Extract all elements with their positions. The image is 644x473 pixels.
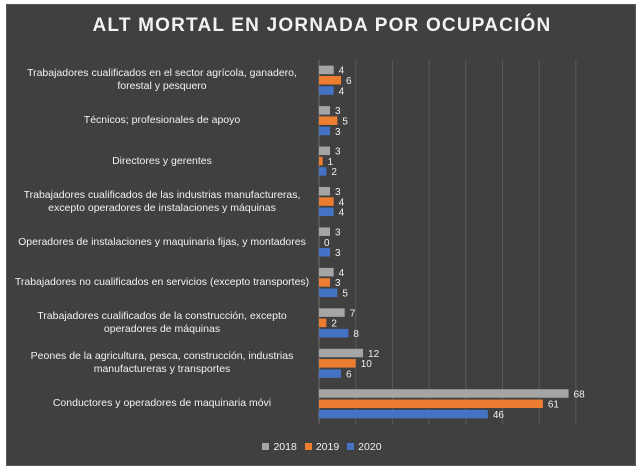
bar-2019	[319, 156, 323, 166]
bar-2019	[319, 399, 543, 409]
legend: 2018 2019 2020	[0, 441, 644, 453]
category-label: Directores y gerentes	[112, 154, 212, 167]
bar-2020	[319, 248, 331, 257]
data-label: 6	[346, 369, 352, 380]
legend-item-2018: 2018	[262, 441, 297, 453]
bar-2019	[319, 278, 331, 287]
legend-label: 2019	[315, 441, 340, 453]
data-label: 4	[339, 66, 345, 77]
legend-item-2019: 2019	[304, 441, 340, 453]
data-label: 4	[339, 86, 345, 97]
bar-2020	[319, 288, 338, 297]
bar-2018	[319, 267, 334, 277]
bar-2020	[319, 409, 488, 419]
category-label: Trabajadores cualificados en el sector a…	[27, 67, 297, 93]
bar-2020	[319, 86, 334, 95]
data-label: 2	[331, 167, 337, 178]
data-label: 5	[342, 289, 348, 300]
bar-2019	[319, 359, 356, 368]
bar-2018	[319, 146, 331, 156]
category-label: Trabajadores cualificados de las industr…	[23, 188, 301, 214]
bar-2018	[319, 348, 364, 358]
data-label: 4	[339, 208, 345, 219]
bar-2020	[319, 369, 342, 378]
bar-2018	[319, 308, 345, 317]
data-label: 12	[368, 349, 380, 360]
data-label: 1	[328, 157, 334, 168]
bar-2020	[319, 328, 349, 338]
bar-2020	[319, 126, 331, 136]
legend-label: 2020	[358, 441, 382, 453]
data-label: 68	[574, 389, 586, 400]
data-label: 3	[335, 278, 341, 289]
bar-2019	[319, 116, 338, 125]
bar-2018	[319, 389, 569, 398]
category-label: Peones de la agricultura, pesca, constru…	[30, 350, 294, 376]
data-label: 4	[339, 268, 345, 279]
data-label: 6	[346, 76, 352, 87]
chart-title: ALT MORTAL EN JORNADA POR OCUPACIÓN	[92, 15, 552, 36]
data-label: 3	[335, 106, 341, 117]
category-label: Operadores de instalaciones y maquinaria…	[18, 235, 306, 248]
bar-2019	[319, 75, 342, 85]
legend-label: 2018	[273, 441, 297, 453]
data-label: 7	[350, 308, 356, 319]
data-label: 3	[335, 248, 341, 259]
category-label: Técnicos; profesionales de apoyo	[83, 114, 241, 127]
category-label: Conductores y operadores de maquinaria m…	[52, 397, 272, 410]
bar-2018	[319, 187, 331, 196]
data-label: 10	[361, 359, 373, 370]
data-label: 61	[548, 400, 560, 411]
legend-swatch	[347, 443, 355, 450]
bar-2018	[319, 106, 331, 115]
legend-item-2020: 2020	[347, 441, 382, 453]
bar-2018	[319, 65, 334, 75]
data-label: 46	[493, 410, 505, 421]
legend-swatch	[262, 443, 270, 450]
data-label: 3	[335, 127, 341, 138]
bar-2018	[319, 227, 331, 236]
bar-2020	[319, 207, 334, 217]
data-label: 0	[324, 238, 330, 249]
category-label: Trabajadores no cualificados en servicio…	[14, 275, 310, 288]
bar-2019	[319, 318, 327, 328]
data-label: 3	[335, 147, 341, 158]
data-label: 3	[335, 187, 341, 198]
category-label: Trabajadores cualificados de la construc…	[37, 309, 287, 335]
bar-2019	[319, 197, 334, 206]
legend-swatch	[304, 443, 312, 450]
data-label: 2	[331, 319, 337, 330]
bar-2020	[319, 167, 327, 176]
data-label: 8	[353, 329, 359, 340]
data-label: 4	[339, 197, 345, 208]
data-label: 5	[342, 116, 348, 127]
data-label: 3	[335, 228, 341, 239]
